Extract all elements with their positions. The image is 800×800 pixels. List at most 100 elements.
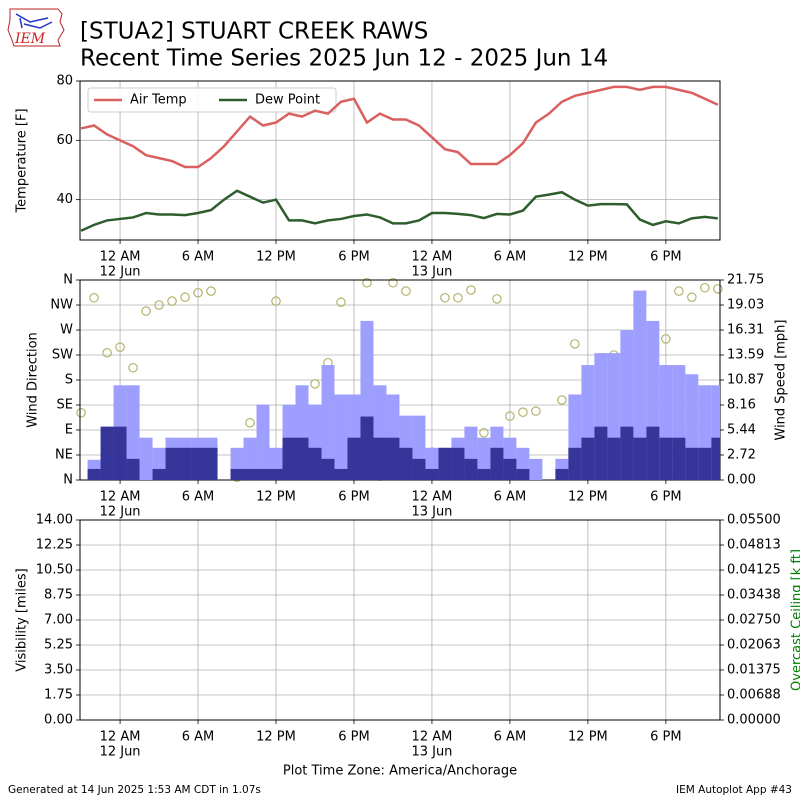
x-tick-label: 12 PM [256,730,296,745]
x-tick-label: 6 PM [650,250,681,265]
x-tick-sublabel: 13 Jun [411,745,452,760]
x-tick-label: 6 AM [182,250,215,265]
series-line [80,85,719,169]
x-tick-label: 6 AM [182,730,215,745]
bar [152,468,166,480]
bar [503,458,517,480]
scatter-point [466,285,476,295]
bar [256,468,270,480]
scatter-point [206,286,216,296]
scatter-point [505,411,515,421]
y-tick-label: N [63,273,73,288]
scatter-point [180,292,190,303]
y2-tick-label: 19.03 [727,298,764,313]
scatter-point [700,282,710,293]
x-tick-label: 12 AM [412,250,453,265]
bar [334,394,348,480]
bar [269,468,283,480]
y-tick-label: 40 [56,192,73,207]
x-tick-label: 6 PM [338,490,369,505]
bar [581,437,595,480]
y2-tick-label: 0.00000 [727,713,781,728]
bar [412,458,426,480]
y-tick-label: 7.00 [44,613,73,628]
scatter-point [271,296,281,306]
x-tick-label: 6 PM [338,730,369,745]
bar [659,437,673,480]
scatter-point [76,407,86,418]
x-tick-label: 6 AM [182,490,215,505]
scatter-point [557,395,567,405]
y2-tick-label: 16.31 [727,323,764,338]
x-tick-label: 12 AM [100,250,141,265]
chart-title: [STUA2] STUART CREEK RAWS [80,19,428,45]
plot-area [87,290,720,480]
bar [230,468,244,480]
series-line [80,189,718,232]
bar [607,437,621,480]
scatter-point [479,427,489,438]
y-tick-label: 3.50 [44,663,73,678]
x-tick-label: 12 PM [568,250,608,265]
x-tick-label: 6 AM [494,250,527,265]
scatter-point [154,300,164,310]
scatter-point [193,287,203,298]
scatter-point [167,296,177,306]
y-tick-label: 80 [56,74,73,89]
scatter-point [362,277,372,288]
bar [373,437,387,480]
y-tick-label: E [65,423,73,438]
bar [178,447,192,480]
bar [672,437,686,480]
bar [451,447,465,480]
bar [165,447,179,480]
bar [594,426,608,480]
x-tick-sublabel: 12 Jun [100,265,141,280]
bar [555,468,569,480]
bar [698,447,712,480]
bar [477,468,491,480]
y-tick-label: 1.75 [44,688,73,703]
bar [646,426,660,480]
bar [633,290,647,480]
bar [360,416,374,480]
y2-axis-label: Wind Speed [mph] [774,320,789,441]
y2-tick-label: 0.04813 [727,538,781,553]
y-tick-label: NW [50,298,73,313]
y2-tick-label: 8.16 [727,398,756,413]
bar [711,437,720,480]
x-tick-label: 12 AM [412,730,453,745]
scatter-point [687,292,697,303]
plot-frame [79,80,721,241]
legend-label: Air Temp [130,93,187,108]
plot-frame [79,519,721,721]
bar [620,426,634,480]
x-tick-sublabel: 13 Jun [411,505,452,520]
x-tick-sublabel: 13 Jun [411,265,452,280]
x-tick-label: 6 AM [494,730,527,745]
scatter-point [492,294,502,304]
logo: IEM [7,8,65,47]
scatter-point [141,306,151,316]
x-tick-label: 12 PM [256,250,296,265]
legend-label: Dew Point [255,93,320,108]
bar [386,437,400,480]
chart-subtitle: Recent Time Series 2025 Jun 12 - 2025 Ju… [80,46,608,72]
bar [321,365,335,480]
scatter-point [102,347,112,358]
bar [113,426,127,480]
y2-tick-label: 2.72 [727,448,756,463]
scatter-point [518,407,528,418]
legend: Air Temp Dew Point [87,87,337,113]
bar [633,437,647,480]
y-tick-label: 14.00 [36,513,73,528]
y-tick-label: N [63,473,73,488]
y2-tick-label: 21.75 [727,273,764,288]
bar [308,447,322,480]
y-axis-label: Visibility [miles] [15,568,30,671]
logo-outline [7,8,65,47]
y2-tick-label: 0.05500 [727,513,781,528]
